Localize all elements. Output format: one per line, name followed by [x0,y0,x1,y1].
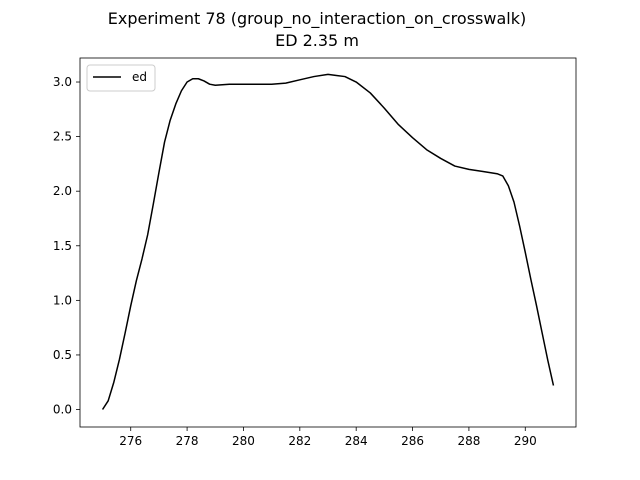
y-tick-label: 0.0 [53,403,72,417]
y-tick-label: 0.5 [53,348,72,362]
y-tick-label: 2.5 [53,130,72,144]
y-tick-label: 3.0 [53,75,72,89]
series-line-ed [101,73,555,410]
plot-frame [79,57,577,428]
chart-subtitle: ED 2.35 m [275,31,359,50]
x-tick-label: 286 [401,434,424,448]
y-tick-label: 1.5 [53,239,72,253]
legend: ed [86,64,156,92]
x-tick-label: 278 [176,434,199,448]
x-tick-label: 276 [119,434,142,448]
legend-label-ed: ed [132,70,147,84]
x-tick-label: 288 [457,434,480,448]
x-tick-label: 284 [345,434,368,448]
y-tick-label: 1.0 [53,293,72,307]
chart-title: Experiment 78 (group_no_interaction_on_c… [108,9,526,29]
x-tick-label: 282 [288,434,311,448]
y-tick-label: 2.0 [53,184,72,198]
x-axis: 276 278 280 282 284 286 288 290 [119,427,537,448]
legend-box [86,64,156,92]
y-axis: 0.0 0.5 1.0 1.5 2.0 2.5 3.0 [53,75,80,417]
x-tick-label: 290 [514,434,537,448]
x-tick-label: 280 [232,434,255,448]
